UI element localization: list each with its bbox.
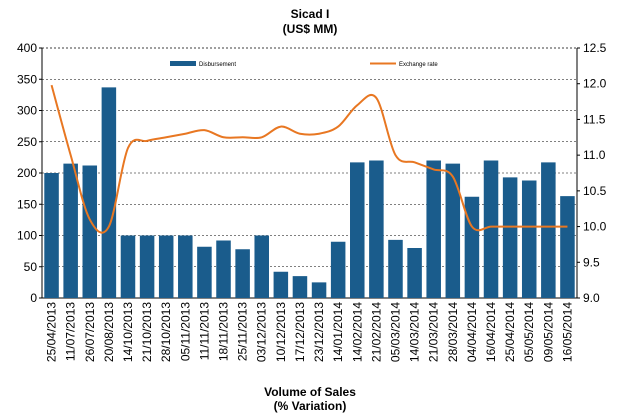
y-tick-label: 400 <box>17 41 37 55</box>
bar <box>216 240 231 298</box>
bar <box>235 249 250 298</box>
bar <box>426 160 441 298</box>
x-tick-label: 21/02/2014 <box>369 302 383 362</box>
x-tick-label: 16/05/2014 <box>560 302 574 362</box>
y2-tick-label: 10.5 <box>583 184 607 198</box>
x-tick-label: 25/04/2013 <box>45 302 59 362</box>
line <box>50 84 568 234</box>
bar <box>483 160 499 298</box>
bar <box>369 160 384 298</box>
x-tick-label: 05/03/2014 <box>388 302 402 362</box>
x-tick-label: 16/04/2014 <box>484 302 498 362</box>
bar <box>139 235 155 298</box>
y-tick-label: 200 <box>17 166 37 180</box>
bar <box>445 163 461 298</box>
bar <box>350 162 365 298</box>
bar <box>311 282 327 298</box>
x-axis-label: Volume of Sales <box>264 385 356 399</box>
x-tick-label: 09/05/2014 <box>541 302 555 362</box>
x-axis-label: (% Variation) <box>274 399 347 413</box>
y-tick-label: 100 <box>17 229 37 243</box>
bar <box>178 235 193 298</box>
bar <box>254 235 269 298</box>
y2-tick-label: 12.5 <box>583 41 607 55</box>
bar <box>82 165 98 298</box>
x-tick-label: 05/05/2014 <box>522 302 536 362</box>
x-tick-label: 28/03/2014 <box>446 302 460 362</box>
x-tick-label: 18/11/2013 <box>217 302 231 361</box>
bar <box>63 163 78 298</box>
y2-tick-label: 12.0 <box>583 77 607 91</box>
bar <box>388 239 403 298</box>
bar <box>502 177 518 298</box>
x-tick-label: 14/01/2014 <box>331 302 345 362</box>
x-tick-label: 03/12/2013 <box>255 302 269 362</box>
y2-tick-label: 11.0 <box>583 148 606 162</box>
y-tick-label: 300 <box>17 104 37 118</box>
x-tick-label: 11/07/2013 <box>64 302 78 361</box>
chart-subtitle: (US$ MM) <box>283 22 338 36</box>
chart-title: Sicad I <box>291 7 330 21</box>
bar <box>101 87 117 298</box>
bar <box>273 271 289 298</box>
y2-tick-label: 11.5 <box>583 112 606 126</box>
x-tick-label: 14/02/2014 <box>350 302 364 362</box>
x-tick-label: 21/03/2014 <box>427 302 441 362</box>
y-tick-label: 150 <box>17 197 37 211</box>
x-tick-label: 14/10/2013 <box>121 302 135 362</box>
y-tick-label: 350 <box>17 72 37 86</box>
y2-tick-label: 9.5 <box>583 255 600 269</box>
x-tick-label: 21/10/2013 <box>140 302 154 362</box>
x-tick-label: 25/04/2014 <box>503 302 517 362</box>
bar <box>407 248 422 298</box>
bar <box>560 196 575 298</box>
x-tick-label: 14/03/2014 <box>408 302 422 362</box>
x-tick-label: 23/12/2013 <box>312 302 326 362</box>
bar <box>292 276 308 298</box>
legend-swatch <box>170 61 196 66</box>
legend-label: Disbursement <box>199 62 236 68</box>
x-tick-label: 26/07/2013 <box>83 302 97 362</box>
x-tick-label: 04/04/2014 <box>465 302 479 362</box>
y-tick-label: 250 <box>17 135 37 149</box>
bar <box>158 235 174 298</box>
bar <box>541 162 556 298</box>
bar <box>120 235 136 298</box>
y2-tick-label: 10.0 <box>583 220 607 234</box>
x-tick-label: 20/08/2013 <box>102 302 116 362</box>
bar <box>330 241 346 298</box>
bar <box>464 196 480 298</box>
y-tick-label: 50 <box>24 260 38 274</box>
bar <box>521 180 537 298</box>
x-tick-label: 25/11/2013 <box>236 302 250 361</box>
x-tick-label: 10/12/2013 <box>274 302 288 362</box>
x-tick-label: 05/11/2013 <box>178 302 192 361</box>
y2-tick-label: 9.0 <box>583 291 600 305</box>
legend-label: Exchange rate <box>399 62 438 68</box>
bar <box>44 173 59 298</box>
bar <box>197 246 212 298</box>
x-tick-label: 17/12/2013 <box>293 302 307 362</box>
y-tick-label: 0 <box>30 291 37 305</box>
x-tick-label: 11/11/2013 <box>197 302 211 361</box>
x-tick-label: 28/10/2013 <box>159 302 173 362</box>
